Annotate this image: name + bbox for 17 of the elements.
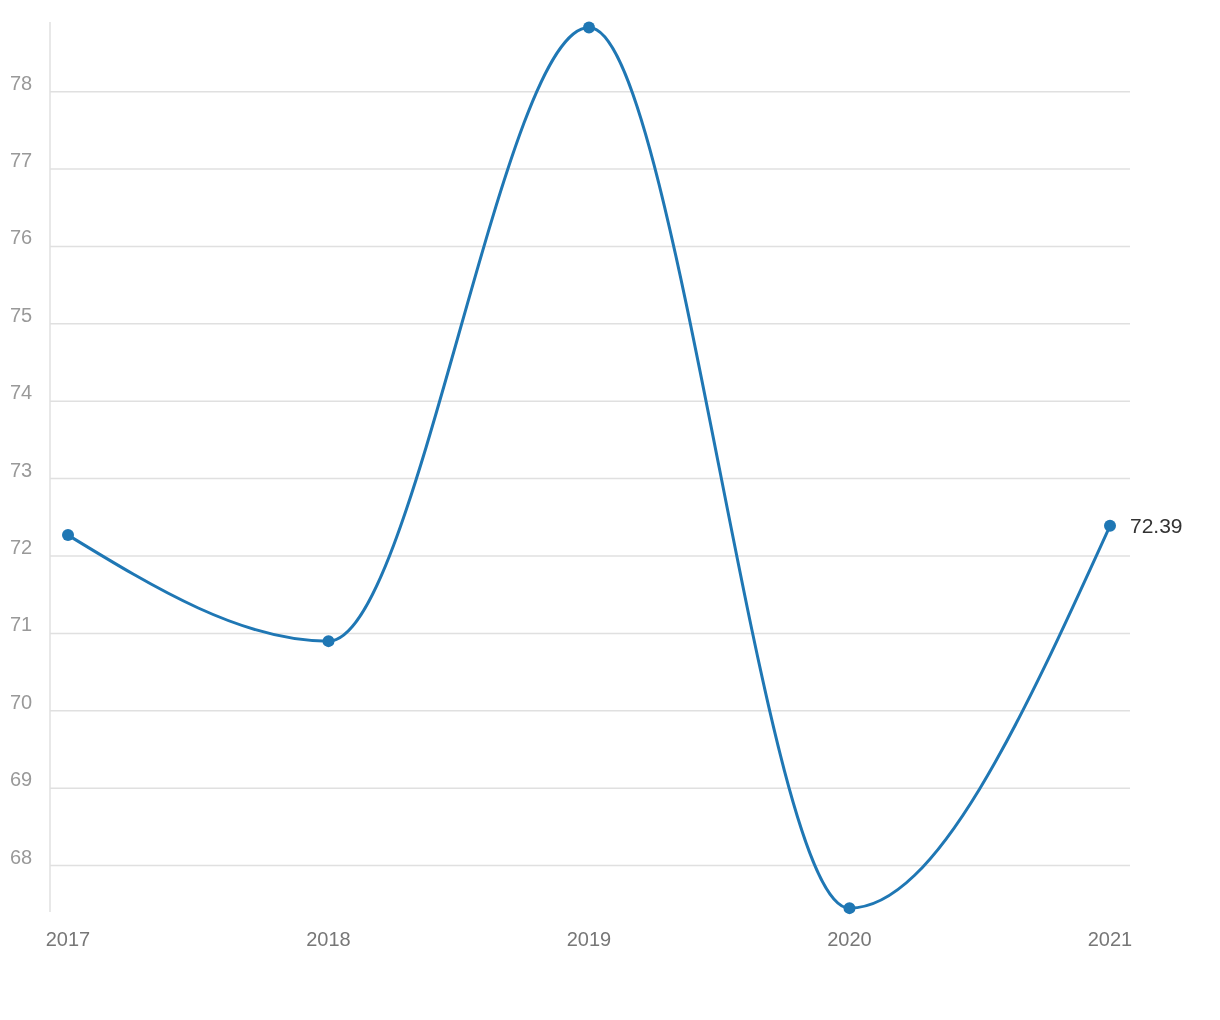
y-tick-label: 75 — [10, 303, 33, 326]
x-tick-label: 2019 — [566, 928, 612, 950]
y-tick-label: 77 — [10, 149, 33, 172]
x-tick-label: 2021 — [1087, 928, 1133, 950]
y-tick-label: 68 — [10, 845, 33, 868]
y-tick-label: 69 — [10, 768, 33, 791]
x-tick-label: 2017 — [45, 928, 91, 950]
y-tick-label: 76 — [10, 226, 33, 249]
y-tick-label: 78 — [10, 71, 33, 94]
y-tick-label: 74 — [10, 381, 33, 404]
x-tick-label: 2020 — [827, 928, 872, 950]
y-tick-label: 72 — [10, 536, 33, 558]
data-label: 72.39 — [1130, 514, 1183, 538]
x-tick-label: 2018 — [306, 928, 351, 950]
y-tick-label: 73 — [10, 458, 33, 481]
y-tick-label: 70 — [10, 690, 33, 713]
y-tick-label: 71 — [10, 613, 33, 636]
